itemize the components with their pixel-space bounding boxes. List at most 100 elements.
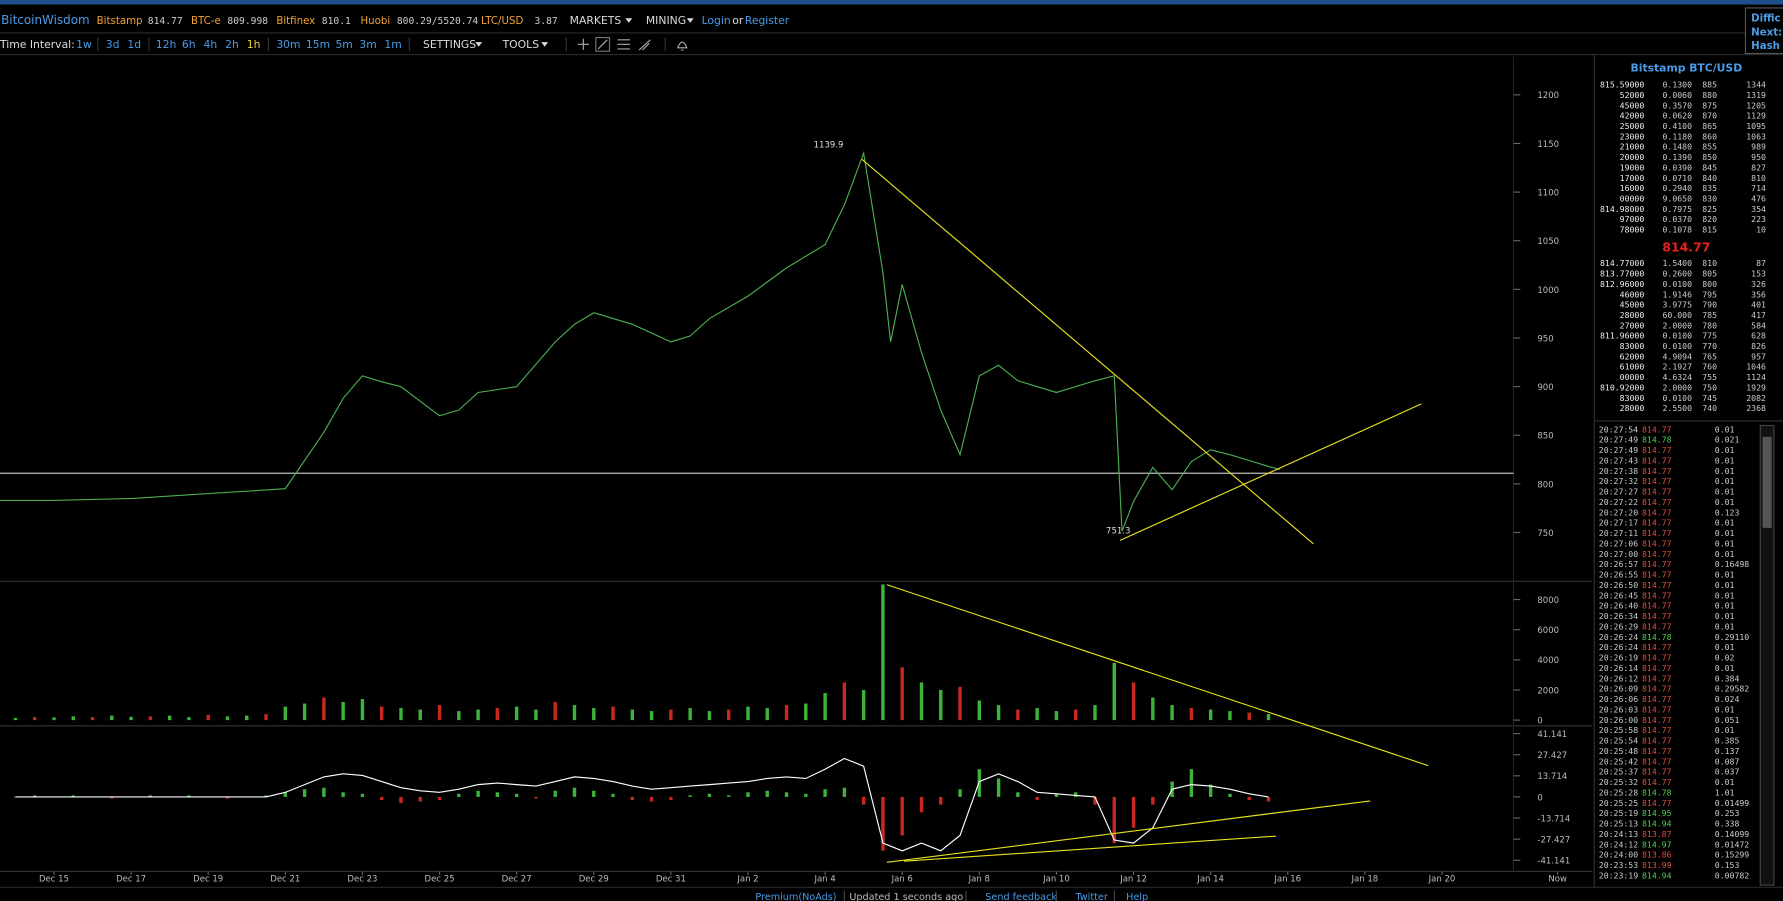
bar (495, 708, 500, 721)
side-info: Hash I (1751, 41, 1783, 52)
book-cell: 0.4100 (1663, 121, 1693, 131)
scrollbar[interactable] (1759, 424, 1775, 886)
ticker-name[interactable]: Huobi (360, 16, 390, 27)
x-tick-label: Jan 8 (968, 875, 990, 885)
trade-price: 814.77 (1642, 497, 1672, 507)
scroll-thumb[interactable] (1762, 436, 1772, 528)
book-cell: 0.3570 (1663, 100, 1693, 110)
bar (322, 787, 326, 797)
footer: Premium(NoAds) Updated 1 seconds ago Send … (755, 890, 1148, 901)
interval-button[interactable]: 1d (127, 38, 141, 51)
bar (996, 705, 1001, 721)
bar (1189, 769, 1194, 797)
bar (1131, 682, 1136, 721)
book-cell: 0.1300 (1663, 80, 1693, 90)
trade-time: 20:27:49 (1599, 445, 1638, 455)
interval-button[interactable]: 2h (225, 38, 239, 51)
interval-button[interactable]: 15m (306, 38, 330, 51)
trade-price: 814.77 (1642, 694, 1672, 704)
interval-button[interactable]: 6h (182, 38, 196, 51)
book-cell: 78000 (1620, 225, 1645, 235)
footer-link[interactable]: Premium(NoAds) (755, 892, 836, 901)
bar (707, 793, 712, 797)
bar (765, 708, 769, 721)
ticker-name[interactable]: Bitfinex (276, 16, 315, 27)
bar (572, 787, 577, 797)
ticker-name[interactable]: LTC/USD (481, 16, 523, 27)
ticker-name[interactable]: BTC-e (191, 16, 221, 27)
book-cell: 885 (1702, 80, 1717, 90)
footer-link[interactable]: Twitter (1074, 892, 1107, 901)
trade-price: 814.77 (1642, 601, 1672, 611)
interval-button[interactable]: 30m (276, 38, 300, 51)
trade-time: 20:27:49 (1599, 435, 1638, 445)
book-cell: 740 (1702, 403, 1717, 413)
drawing-tools[interactable] (577, 36, 688, 52)
caret (475, 42, 483, 47)
book-cell: 87 (1756, 258, 1766, 268)
menu-mining[interactable]: MINING (646, 14, 686, 27)
book-cell: 957 (1751, 351, 1766, 361)
footer-link[interactable]: Help (1126, 892, 1148, 901)
trade-price: 814.78 (1642, 632, 1672, 642)
trade-time: 20:27:27 (1599, 487, 1638, 497)
bar (1189, 708, 1194, 721)
interval-button[interactable]: 5m (335, 38, 352, 51)
trade-amount: 0.021 (1715, 435, 1740, 445)
trade-price: 814.77 (1642, 725, 1672, 735)
book-cell: 17000 (1620, 173, 1645, 183)
trade-amount: 0.00782 (1715, 870, 1750, 880)
x-tick-label: Jan 12 (1119, 875, 1147, 885)
book-cell: 714 (1751, 183, 1766, 193)
bar (1035, 708, 1039, 721)
trade-time: 20:27:00 (1599, 549, 1638, 559)
bar (592, 790, 596, 797)
interval-button[interactable]: 4h (204, 38, 218, 51)
book-cell: 813.77000 (1600, 269, 1644, 279)
x-tick-label: Dec 21 (270, 875, 300, 885)
bar (939, 796, 943, 805)
book-cell: 805 (1702, 269, 1717, 279)
footer-link[interactable]: Send feedback (985, 892, 1057, 901)
bar (71, 795, 75, 797)
interval-button[interactable]: 3d (106, 38, 120, 51)
settings-menu[interactable]: SETTINGS (423, 38, 476, 51)
trade-amount: 0.051 (1715, 715, 1740, 725)
brand[interactable]: BitcoinWisdom (1, 13, 90, 27)
bar (225, 716, 230, 721)
trade-amount: 0.01 (1715, 476, 1735, 486)
top-strip (0, 0, 1783, 5)
book-cell: 83000 (1620, 341, 1645, 351)
trend-lines (861, 158, 1429, 863)
book-cell: 820 (1702, 214, 1717, 224)
interval-button[interactable]: 3m (359, 38, 376, 51)
interval-button[interactable]: 1m (384, 38, 401, 51)
y-tick-label: 6000 (1537, 626, 1559, 636)
trade-amount: 0.01 (1715, 445, 1735, 455)
trade-amount: 0.01 (1715, 611, 1735, 621)
menu-markets[interactable]: MARKETS (570, 14, 622, 27)
trade-amount: 0.01 (1715, 487, 1735, 497)
trade-amount: 0.037 (1715, 767, 1740, 777)
book-cell: 770 (1702, 341, 1717, 351)
ticker-name[interactable]: Bitstamp (97, 16, 143, 27)
book-cell: 28000 (1620, 403, 1645, 413)
or-text: or (732, 14, 744, 27)
interval-button[interactable]: 1w (76, 38, 92, 51)
bar (148, 716, 153, 721)
trade-amount: 0.01 (1715, 621, 1735, 631)
bar (746, 792, 750, 797)
login-link[interactable]: Login (702, 14, 731, 27)
trade-time: 20:27:11 (1599, 528, 1638, 538)
bar (110, 715, 114, 721)
book-cell: 16000 (1620, 183, 1645, 193)
interval-button[interactable]: 12h (156, 38, 177, 51)
interval-button[interactable]: 1h (247, 38, 261, 51)
bar (13, 717, 18, 721)
register-link[interactable]: Register (745, 14, 790, 27)
bar (881, 796, 885, 851)
trade-price: 814.94 (1642, 819, 1672, 829)
book-cell: 810 (1751, 173, 1766, 183)
tools-menu[interactable]: TOOLS (502, 38, 540, 51)
book-cell: 825 (1702, 204, 1717, 214)
